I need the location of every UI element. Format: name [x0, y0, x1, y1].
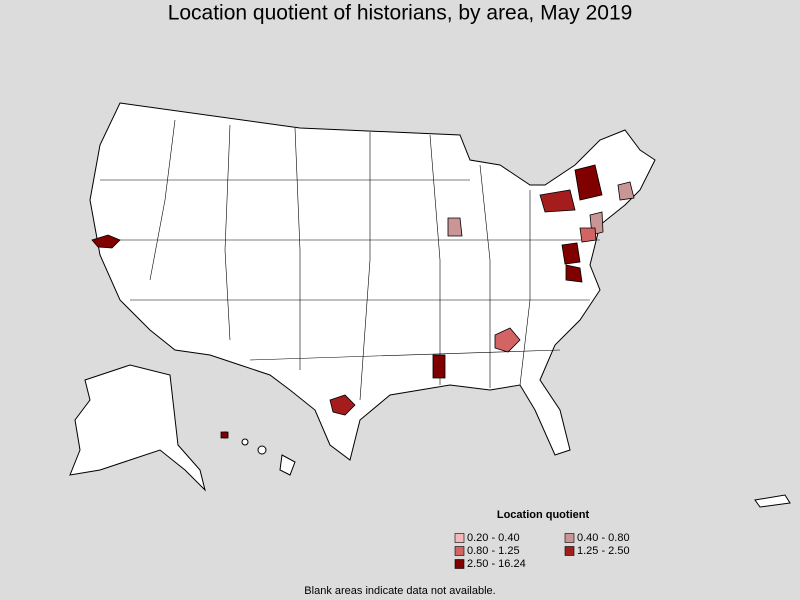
area-pa [579, 227, 597, 243]
island [257, 445, 267, 455]
legend-label: 0.20 - 0.40 [467, 532, 520, 544]
area-sf-bay [91, 234, 121, 249]
legend-label: 2.50 - 16.24 [467, 558, 526, 570]
island [279, 454, 296, 476]
area-borders [95, 119, 600, 401]
map [69, 102, 791, 508]
area-mississippi [432, 354, 446, 379]
map-title: Location quotient of historians, by area… [168, 2, 633, 25]
legend-swatch [454, 546, 465, 556]
area-hawaii [220, 431, 229, 439]
legend-label: 1.25 - 2.50 [577, 545, 630, 557]
puerto-rico [754, 494, 791, 508]
legend: 0.20 - 0.40 0.40 - 0.80 0.80 - 1.25 1.25 - … [454, 532, 630, 570]
legend-swatch [564, 546, 575, 556]
legend-label: 0.80 - 1.25 [467, 545, 520, 557]
area-mass [617, 181, 635, 201]
legend-title: Location quotient [497, 509, 590, 521]
area-illinois [447, 217, 463, 237]
legend-swatch [454, 533, 465, 543]
area-austin [329, 394, 356, 416]
area-virginia [565, 264, 583, 283]
conus [89, 102, 656, 461]
alaska [69, 364, 206, 492]
island [241, 438, 249, 446]
area-ny-north [574, 164, 603, 201]
legend-swatch [454, 559, 465, 569]
footnote: Blank areas indicate data not available. [304, 585, 495, 597]
area-dc [561, 242, 581, 265]
legend-label: 0.40 - 0.80 [577, 532, 630, 544]
area-ny-west [539, 189, 576, 213]
legend-swatch [564, 533, 575, 543]
area-atlanta [494, 327, 521, 353]
